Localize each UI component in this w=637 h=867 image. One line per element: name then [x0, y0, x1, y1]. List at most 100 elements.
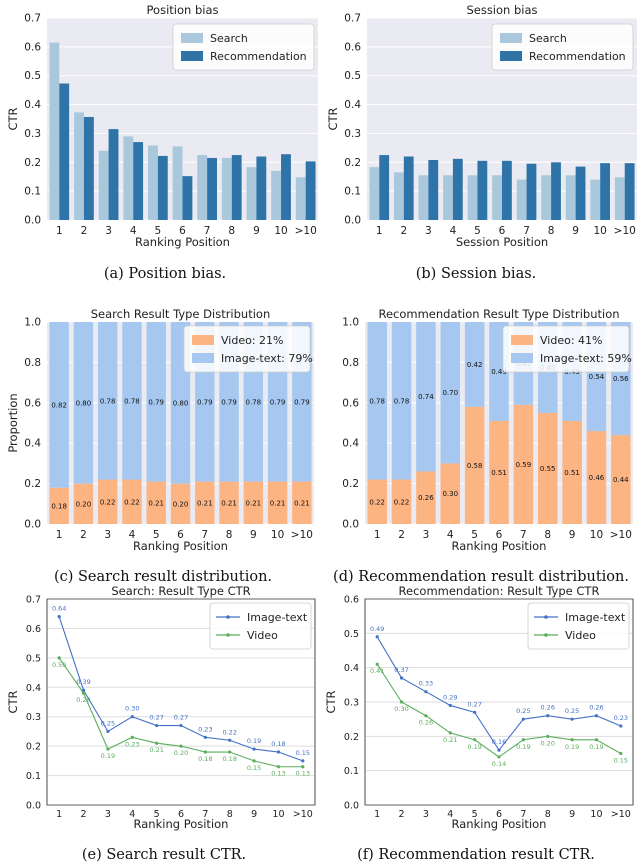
x-tick-label: 5: [154, 809, 160, 820]
y-tick-label: 0.4: [344, 663, 359, 674]
bar-search: [467, 175, 478, 220]
data-label-video: 0.21: [246, 499, 262, 507]
x-tick-label: 3: [105, 809, 111, 820]
data-label-video: 0.51: [491, 469, 507, 477]
point-image-text: [81, 688, 86, 692]
point-video: [375, 662, 379, 666]
point-label: 0.37: [394, 666, 408, 674]
point-image-text: [179, 723, 183, 728]
point-video: [521, 738, 525, 742]
bar-image-text: [391, 322, 412, 480]
point-video: [399, 700, 404, 704]
point-label: 0.23: [614, 714, 628, 722]
x-tick-label: 5: [472, 809, 478, 820]
bar-search: [221, 157, 232, 220]
point-label: 0.19: [467, 743, 481, 751]
y-tick-label: 0.5: [344, 70, 361, 82]
point-video: [228, 750, 232, 754]
plot-frame: [46, 598, 316, 806]
x-tick-label: 7: [201, 529, 208, 541]
data-label-image-text: 0.78: [124, 397, 140, 405]
bar-video: [489, 420, 509, 524]
legend-swatch: [181, 51, 203, 61]
caption-b: (b) Session bias.: [416, 266, 537, 282]
y-tick-label: 0.2: [24, 478, 41, 490]
point-video: [155, 741, 159, 745]
y-tick-label: 0.2: [342, 478, 359, 490]
y-tick-label: 0.4: [26, 683, 41, 694]
data-label-image-text: 0.56: [613, 375, 629, 383]
bar-recommendation: [133, 142, 144, 220]
x-tick-label: 1: [374, 809, 380, 820]
x-tick-label: 1: [56, 529, 63, 541]
chart-session-bias: 0.0 0.1 0.2 0.3 0.4 0.5 0.6 0.7 Session bias Sess…: [326, 3, 637, 249]
legend-swatch: [500, 33, 522, 43]
point-label: 0.39: [76, 678, 90, 686]
x-tick-label: 7: [202, 809, 208, 820]
x-tick-label: 8: [228, 225, 235, 237]
bar-search: [148, 145, 158, 220]
chart-recommendation-ctr: 0.0 0.1 0.2 0.3 0.4 0.5 0.6 Recommendation: Res…: [324, 584, 634, 831]
y-tick-label: 0.3: [24, 128, 41, 140]
bar-recommendation: [452, 158, 463, 220]
plot-frame: [364, 598, 634, 806]
x-tick-label: 2: [399, 809, 405, 820]
x-tick-label: 5: [474, 225, 481, 237]
y-tick-label: 0.6: [26, 624, 41, 635]
bar-search: [369, 167, 380, 220]
x-tick-label: 5: [471, 529, 478, 541]
y-tick-label: 0.0: [24, 519, 41, 531]
x-tick-label: 8: [545, 809, 551, 820]
y-tick-label: 0.3: [344, 128, 361, 140]
point-label: 0.25: [516, 707, 530, 715]
data-label-video: 0.51: [564, 469, 580, 477]
y-tick-label: 1.0: [342, 317, 359, 329]
bar-video: [416, 471, 436, 524]
y-tick-label: 1.0: [24, 317, 41, 329]
x-axis-label: Ranking Position: [134, 817, 229, 831]
bar-recommendation: [281, 154, 291, 220]
bar-video: [367, 479, 387, 524]
bar-video: [195, 481, 215, 524]
data-label-image-text: 0.80: [76, 399, 92, 407]
y-tick-label: 0.3: [344, 698, 359, 709]
bar-search: [123, 136, 134, 220]
bar-image-text: [440, 322, 461, 464]
legend: [209, 602, 312, 650]
point-label: 0.27: [149, 714, 163, 722]
bar-image-text: [73, 322, 94, 484]
y-tick-label: 0.7: [344, 13, 361, 25]
point-label: 0.13: [271, 770, 285, 778]
point-label: 0.19: [101, 752, 115, 760]
bar-recommendation: [59, 83, 70, 221]
bar-video: [562, 420, 582, 524]
y-axis-label: CTR: [6, 690, 20, 713]
data-label-video: 0.44: [613, 476, 629, 484]
x-tick-label: >10: [291, 529, 313, 541]
legend-label: Image-text: 79%: [221, 352, 313, 365]
data-label-video: 0.21: [221, 499, 237, 507]
x-tick-label: 8: [548, 225, 555, 237]
point-image-text: [424, 690, 428, 694]
bar-search: [246, 167, 257, 220]
x-tick-label: >10: [614, 225, 636, 237]
data-label-video: 0.21: [197, 499, 213, 507]
data-label-video: 0.26: [418, 494, 434, 502]
point-label: 0.41: [370, 667, 384, 675]
x-tick-label: 7: [523, 225, 530, 237]
legend: [491, 23, 634, 71]
bar-search: [172, 146, 183, 220]
bar-video: [537, 412, 558, 524]
bar-recommendation: [182, 176, 193, 220]
point-image-text: [546, 714, 550, 718]
data-label-video: 0.46: [589, 474, 605, 482]
chart-search-distribution: 0.0 0.2 0.4 0.6 0.8 1.0 Search Result Type Dis…: [6, 307, 314, 553]
point-label: 0.19: [565, 743, 579, 751]
x-tick-label: 7: [520, 809, 526, 820]
y-tick-label: 0.0: [344, 215, 361, 227]
y-tick-label: 0.0: [26, 801, 41, 812]
bar-image-text: [97, 322, 118, 480]
x-tick-label: 4: [450, 225, 457, 237]
data-label-image-text: 0.80: [173, 399, 189, 407]
bar-recommendation: [305, 161, 316, 220]
